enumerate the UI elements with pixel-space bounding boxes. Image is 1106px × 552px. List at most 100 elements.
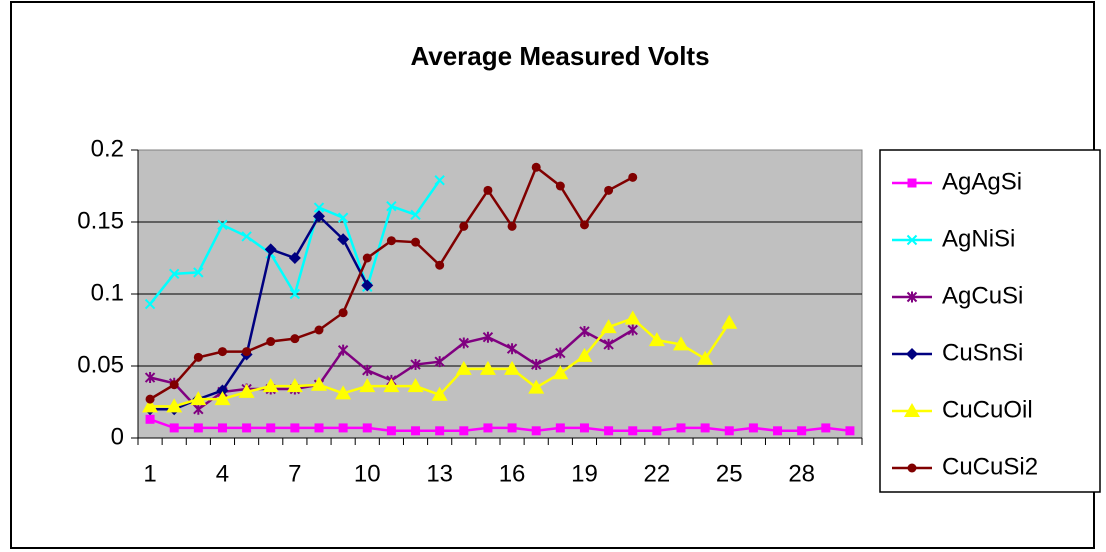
data-point: [288, 252, 301, 264]
data-point: [479, 360, 496, 375]
x-tick-label: 7: [288, 460, 301, 487]
x-tick-label: 19: [571, 460, 598, 487]
data-point: [507, 221, 517, 231]
data-point: [290, 334, 300, 344]
data-point: [217, 423, 227, 433]
data-point: [169, 423, 179, 433]
data-point: [241, 231, 252, 242]
legend-marker: [904, 403, 920, 417]
data-point: [216, 384, 229, 397]
data-point: [483, 423, 493, 433]
data-point: [579, 220, 589, 230]
data-point: [507, 423, 517, 433]
data-point: [359, 378, 376, 393]
data-point: [242, 347, 252, 357]
data-point: [821, 423, 831, 433]
data-point: [193, 403, 204, 415]
data-point: [238, 383, 255, 398]
data-point: [410, 359, 421, 371]
data-point: [676, 423, 686, 433]
data-point: [648, 332, 665, 347]
data-point: [338, 308, 348, 318]
data-point: [528, 379, 545, 394]
x-tick-label: 28: [788, 460, 815, 487]
data-point: [627, 324, 638, 336]
x-tick-label: 1: [143, 460, 156, 487]
data-point: [386, 426, 396, 436]
data-point: [455, 360, 472, 375]
data-point: [314, 325, 324, 335]
data-point: [604, 185, 614, 195]
data-point: [386, 236, 396, 246]
data-point: [361, 279, 374, 292]
legend-label: AgCuSi: [942, 282, 1023, 309]
legend-label: CuCuSi2: [942, 453, 1038, 480]
data-point: [289, 288, 301, 300]
data-point: [338, 423, 348, 433]
data-point: [579, 325, 590, 337]
data-point: [286, 378, 303, 393]
data-point: [386, 200, 397, 212]
x-tick-label: 25: [716, 460, 743, 487]
data-point: [311, 376, 327, 391]
data-point: [337, 233, 350, 246]
data-point: [190, 391, 207, 406]
data-point: [217, 347, 227, 357]
data-point: [552, 365, 569, 380]
data-point: [383, 378, 400, 393]
legend-label: AgNiSi: [942, 225, 1015, 252]
data-point: [193, 352, 203, 362]
data-point: [531, 426, 541, 436]
data-point: [506, 343, 518, 355]
data-point: [604, 426, 614, 436]
data-point: [264, 243, 277, 256]
x-tick-label: 13: [426, 460, 453, 487]
data-point: [313, 210, 325, 223]
data-point: [434, 356, 445, 368]
y-tick-label: 0.15: [77, 207, 124, 234]
x-tick-label: 4: [216, 460, 229, 487]
legend-marker: [906, 348, 918, 360]
legend-marker: [906, 291, 918, 303]
data-point: [193, 267, 204, 278]
data-point: [145, 414, 155, 424]
data-point: [628, 426, 638, 436]
data-point: [555, 181, 565, 191]
data-point: [531, 162, 541, 172]
data-point: [410, 209, 421, 221]
data-point: [434, 175, 445, 186]
legend-marker: [906, 234, 918, 246]
data-point: [142, 398, 159, 413]
data-point: [458, 337, 470, 349]
y-tick-label: 0.05: [77, 351, 124, 378]
data-point: [290, 423, 300, 433]
data-point: [242, 423, 252, 433]
data-point: [628, 172, 638, 182]
data-point: [217, 219, 228, 231]
data-point: [555, 423, 565, 433]
data-point: [721, 314, 738, 329]
y-tick-label: 0.2: [91, 135, 124, 162]
data-point: [624, 310, 641, 325]
data-point: [214, 391, 231, 406]
data-point: [600, 319, 617, 334]
data-point: [603, 338, 614, 350]
data-point: [435, 426, 445, 436]
chart-title: Average Measured Volts: [410, 41, 709, 71]
data-point: [483, 185, 493, 195]
data-point: [168, 268, 180, 280]
x-tick-label: 22: [644, 460, 671, 487]
y-tick-label: 0.1: [91, 279, 124, 306]
data-point: [555, 347, 566, 359]
data-point: [459, 426, 469, 436]
data-point: [362, 364, 373, 376]
data-point: [144, 372, 156, 384]
data-point: [459, 221, 469, 231]
data-point: [362, 423, 372, 433]
legend-marker: [907, 463, 917, 473]
data-point: [337, 212, 349, 223]
data-point: [314, 423, 324, 433]
data-point: [407, 378, 424, 393]
data-point: [144, 298, 156, 310]
data-point: [576, 347, 593, 362]
